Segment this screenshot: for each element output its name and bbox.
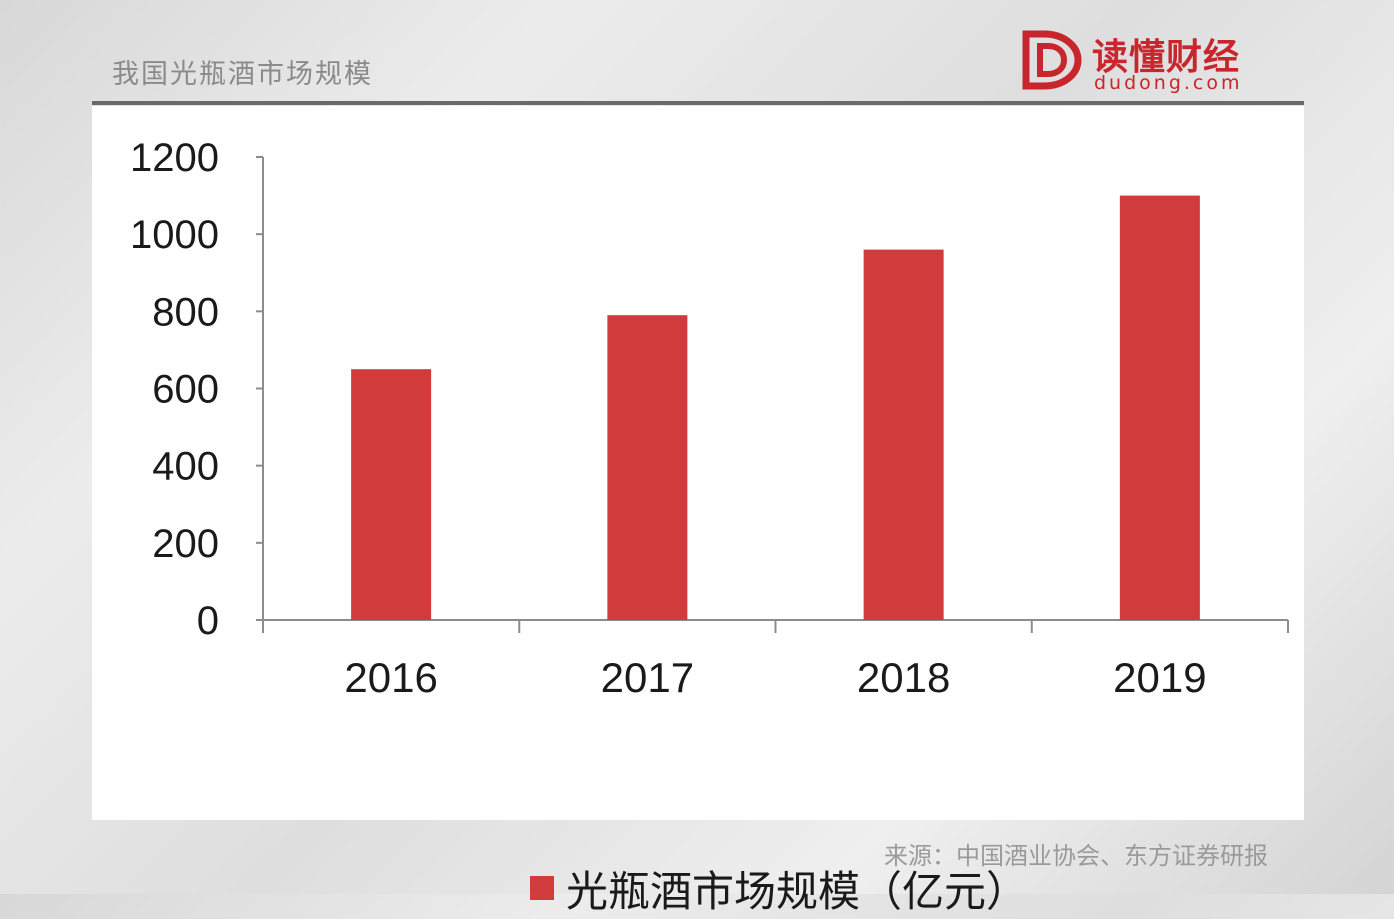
logo-name: 读懂财经: [1092, 37, 1241, 78]
x-tick-label: 2019: [1113, 654, 1206, 701]
brand-logo: 读懂财经 dudong.com: [1020, 24, 1260, 98]
bar-2018: [863, 249, 944, 620]
bar-2016: [351, 369, 432, 620]
y-tick-label: 800: [152, 290, 219, 334]
logo-mark-icon: [1022, 30, 1082, 90]
y-tick-label: 1000: [130, 213, 219, 257]
x-tick-label: 2018: [857, 654, 950, 701]
y-tick-label: 0: [197, 599, 219, 643]
logo-url: dudong.com: [1094, 72, 1243, 94]
bar-2019: [1119, 195, 1200, 620]
source-note: 来源：中国酒业协会、东方证券研报: [884, 842, 1268, 870]
bar-chart: 0 200 400 600 800 1000 1200 2016 2017 2018 2019: [130, 136, 1289, 701]
y-tick-label: 600: [152, 368, 219, 412]
header-divider: [92, 101, 1304, 105]
bar-2017: [607, 315, 688, 620]
y-tick-label: 1200: [130, 136, 219, 180]
x-tick-label: 2017: [601, 654, 694, 701]
page-title: 我国光瓶酒市场规模: [112, 59, 373, 90]
chart-panel: 0 200 400 600 800 1000 1200 2016 2017 2018 2019 光瓶…: [92, 106, 1304, 916]
legend-swatch: [530, 876, 554, 900]
x-tick-label: 2016: [344, 654, 437, 701]
y-tick-label: 400: [152, 445, 219, 489]
y-tick-label: 200: [152, 522, 219, 566]
